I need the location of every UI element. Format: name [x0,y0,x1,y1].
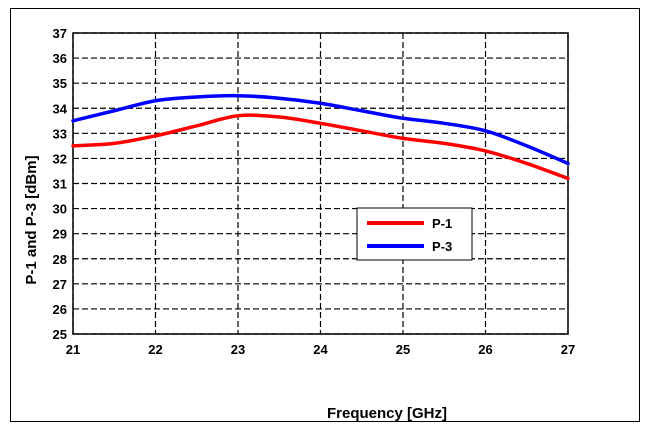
y-tick-label: 35 [53,76,67,91]
y-tick-label: 29 [53,227,67,242]
x-tick-labels: 21 22 23 24 25 26 27 [66,342,575,357]
y-tick-label: 27 [53,277,67,292]
y-tick-labels: 25 26 27 28 29 30 31 32 33 34 35 36 37 [53,26,68,342]
y-tick-label: 34 [53,101,68,116]
y-tick-label: 28 [53,252,67,267]
legend-label-p3: P-3 [432,239,452,254]
x-tick-label: 27 [561,342,575,357]
series-line-p-1 [71,113,570,181]
x-tick-label: 24 [313,342,328,357]
y-tick-label: 37 [53,26,67,41]
y-tick-label: 33 [53,126,67,141]
y-tick-label: 26 [53,302,67,317]
y-tick-label: 31 [53,177,67,192]
legend: P-1 P-3 [356,207,473,261]
series-lines [71,93,570,181]
grid-lines [72,32,569,335]
x-tick-label: 23 [231,342,245,357]
chart-frame [10,8,640,422]
plot-area [72,32,569,335]
x-tick-label: 26 [478,342,492,357]
x-tick-label: 22 [148,342,162,357]
x-tick-label: 21 [66,342,80,357]
y-axis-label: P-1 and P-3 [dBm] [23,155,40,284]
y-tick-label: 30 [53,202,67,217]
y-tick-label: 32 [53,151,67,166]
x-axis-label: Frequency [GHz] [327,405,447,422]
y-tick-label: 36 [53,51,67,66]
series-line-p-3 [71,93,570,166]
y-tick-label: 25 [53,327,67,342]
legend-label-p1: P-1 [432,216,452,231]
legend-box [356,207,473,261]
x-tick-label: 25 [396,342,410,357]
